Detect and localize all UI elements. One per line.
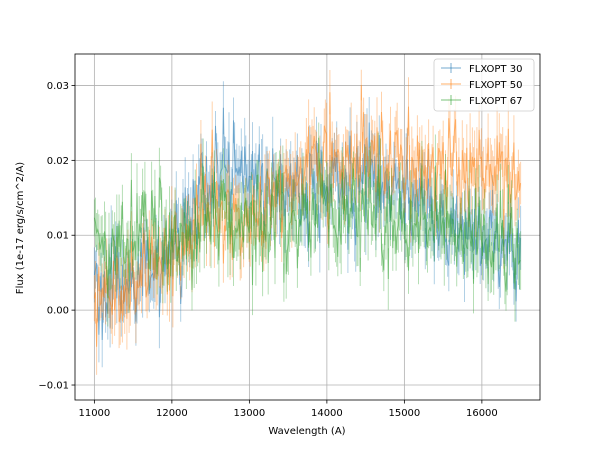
y-tick-label: 0.00: [47, 306, 69, 317]
x-tick-label: 16000: [466, 408, 498, 419]
legend-entry-flxopt-67: FLXOPT 67: [441, 95, 522, 107]
y-tick-label: 0.02: [47, 156, 69, 167]
series-layer: [93, 69, 522, 375]
y-tick-label: −0.01: [38, 381, 69, 392]
x-axis-label: Wavelength (A): [268, 426, 345, 437]
y-axis-label: Flux (1e-17 erg/s/cm^2/A): [15, 162, 26, 294]
y-tick-label: 0.01: [47, 231, 69, 242]
legend-entry-flxopt-50: FLXOPT 50: [441, 79, 522, 91]
plot-frame: [74, 53, 541, 401]
y-tick-label: 0.03: [47, 81, 69, 92]
series-flxopt-67: [93, 122, 522, 327]
legend-box: [433, 58, 535, 112]
legend-entry-flxopt-30: FLXOPT 30: [441, 63, 522, 75]
legend-label-flxopt-30: FLXOPT 30: [469, 64, 522, 75]
x-axis-ticks: 11000 12000 13000 14000 15000 16000: [78, 400, 498, 419]
x-tick-label: 15000: [388, 408, 420, 419]
legend: FLXOPT 30 FLXOPT 50 FLXOPT 67: [433, 58, 535, 112]
x-tick-label: 11000: [78, 408, 110, 419]
y-axis-ticks: −0.01 0.00 0.01 0.02 0.03: [38, 81, 75, 392]
x-tick-label: 12000: [156, 408, 188, 419]
legend-label-flxopt-67: FLXOPT 67: [469, 96, 522, 107]
spectrum-line: [93, 137, 521, 299]
x-tick-label: 13000: [233, 408, 265, 419]
grid-lines: [75, 54, 540, 400]
legend-label-flxopt-50: FLXOPT 50: [469, 80, 522, 91]
x-tick-label: 14000: [311, 408, 343, 419]
spectrum-line: [93, 107, 522, 341]
